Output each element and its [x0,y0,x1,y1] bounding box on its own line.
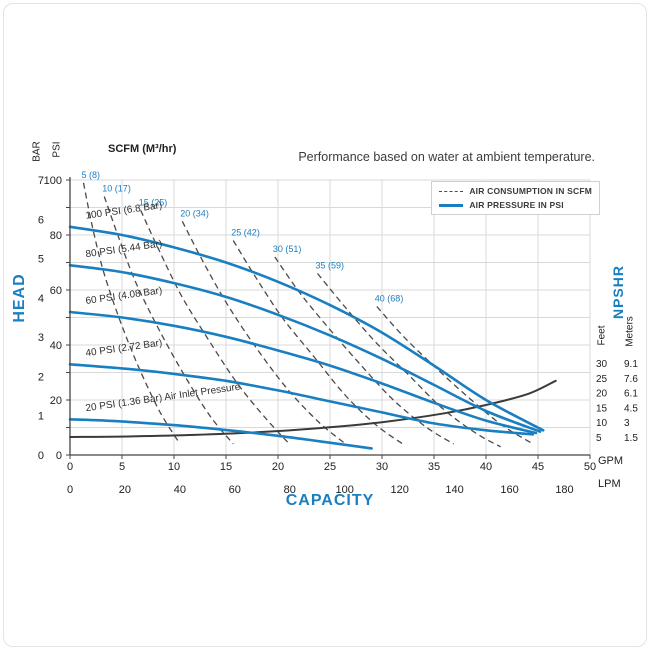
lpm-tick-label: 100 [336,484,354,496]
gpm-tick-label: 40 [480,461,492,473]
gpm-tick-label: 45 [532,461,544,473]
air-consumption-curve [181,221,347,445]
lpm-tick-label: 20 [119,484,131,496]
air-consumption-curve-label: 30 (51) [273,244,302,254]
gpm-tick-label: 30 [376,461,388,473]
bar-tick-label: 7 [38,175,44,187]
air-pressure-curve [68,363,535,436]
legend-label-air-pressure: AIR PRESSURE IN PSI [469,200,564,210]
x-axis-title-capacity: CAPACITY [285,492,375,509]
psi-unit-label: PSI [51,141,63,158]
feet-tick-label: 15 [596,403,608,414]
gpm-tick-label: 15 [220,461,232,473]
meters-tick-label: 3 [624,418,630,429]
air-pressure-curve [68,264,542,433]
air-pressure-curve-label: 40 PSI (2.72 Bar) [85,338,163,360]
air-consumption-curve-label: 20 (34) [180,208,209,218]
bar-tick-label: 6 [38,214,44,226]
feet-tick-label: 10 [596,418,608,429]
air-pressure-curve-label: 80 PSI (5.44 Bar) [85,239,163,261]
bar-tick-label: 0 [38,450,44,462]
psi-tick-label: 80 [50,230,62,242]
gpm-tick-label: 35 [428,461,440,473]
air-pressure-curve-label: 60 PSI (4.08 Bar) [85,285,163,307]
air-pressure-curve [68,225,545,432]
air-consumption-curve-label: 40 (68) [375,294,404,304]
bar-tick-label: 3 [38,332,44,344]
gpm-tick-label: 20 [272,461,284,473]
feet-unit-label: Feet [596,325,608,346]
scfm-axis-title: SCFM (M³/hr) [108,143,177,155]
air-pressure-curve [68,310,538,435]
lpm-tick-label: 80 [284,484,296,496]
gpm-tick-label: 0 [67,461,73,473]
feet-tick-label: 30 [596,359,608,370]
air-consumption-curve [316,273,501,448]
air-consumption-curve-label: 10 (17) [102,184,131,194]
air-consumption-curve-label: 15 (25) [139,197,168,207]
psi-tick-label: 100 [44,175,62,187]
bar-tick-label: 5 [38,254,44,266]
psi-tick-label: 40 [50,340,62,352]
lpm-tick-label: 140 [445,484,463,496]
air-consumption-curve-label: 25 (42) [231,228,260,238]
chart-title: Performance based on water at ambient te… [298,150,595,164]
lpm-tick-label: 160 [500,484,518,496]
meters-tick-label: 1.5 [624,433,638,444]
legend-item-air-consumption: AIR CONSUMPTION IN SCFM [439,186,592,196]
npshr-curve [69,379,557,438]
y-axis-title-head: HEAD [11,273,28,323]
legend-label-air-consumption: AIR CONSUMPTION IN SCFM [469,186,592,196]
bar-unit-label: BAR [31,141,43,162]
feet-tick-label: 5 [596,433,602,444]
legend-item-air-pressure: AIR PRESSURE IN PSI [439,200,592,210]
air-consumption-curve [82,182,179,442]
bar-tick-label: 1 [38,411,44,423]
lpm-tick-label: 120 [391,484,409,496]
gpm-tick-label: 50 [584,461,596,473]
psi-tick-label: 0 [56,450,62,462]
meters-tick-label: 7.6 [624,374,638,385]
meters-tick-label: 9.1 [624,359,638,370]
dashed-line-swatch-icon [439,190,464,192]
gpm-unit-label: GPM [598,455,624,467]
lpm-tick-label: 180 [555,484,573,496]
air-consumption-curve [232,240,404,445]
air-consumption-curve [376,306,532,444]
psi-tick-label: 20 [50,395,62,407]
bar-tick-label: 2 [38,371,44,383]
bar-tick-label: 4 [38,293,44,305]
air-consumption-curve [274,256,455,445]
feet-tick-label: 20 [596,389,608,400]
lpm-tick-label: 0 [67,484,73,496]
air-pressure-curve [68,418,373,450]
meters-unit-label: Meters [624,316,636,347]
meters-tick-label: 4.5 [624,403,638,414]
gpm-tick-label: 10 [168,461,180,473]
air-consumption-curve-label: 35 (59) [316,261,345,271]
meters-tick-label: 6.1 [624,389,638,400]
lpm-tick-label: 40 [174,484,186,496]
air-consumption-curve-label: 5 (8) [82,170,101,180]
gpm-tick-label: 5 [119,461,125,473]
gpm-tick-label: 25 [324,461,336,473]
psi-tick-label: 60 [50,285,62,297]
air-pressure-curve-label: 100 PSI (6.8 Bar) [85,200,163,222]
lpm-unit-label: LPM [598,478,621,490]
legend: AIR CONSUMPTION IN SCFM AIR PRESSURE IN … [431,181,600,215]
air-consumption-curve [140,210,290,445]
feet-tick-label: 25 [596,374,608,385]
air-pressure-curve-label: 20 PSI (1.36 Bar) Air Inlet Pressure [85,382,242,415]
lpm-tick-label: 60 [229,484,241,496]
solid-line-swatch-icon [439,203,464,207]
